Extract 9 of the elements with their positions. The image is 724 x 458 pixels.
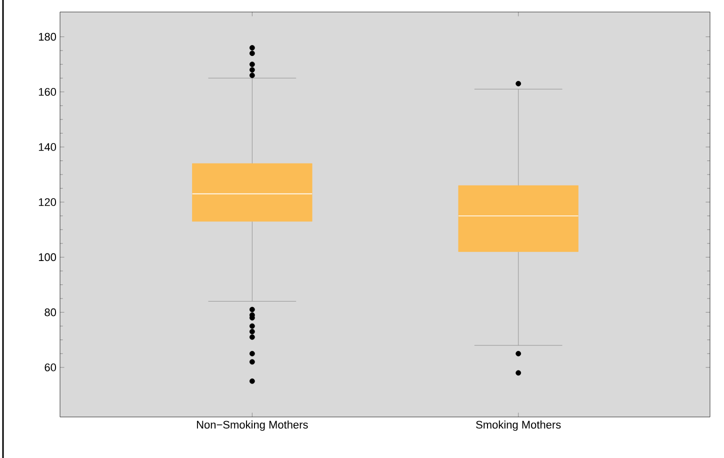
y-tick-label: 100 (38, 253, 56, 262)
y-tick-label: 140 (38, 143, 56, 151)
y-tick-label: 80 (44, 308, 56, 316)
y-tick-label: 60 (44, 364, 56, 372)
x-tick-label: Smoking Mothers (476, 420, 561, 431)
x-tick-label: Non−Smoking Mothers (197, 420, 308, 431)
y-tick-label: 180 (38, 32, 56, 41)
y-tick-label: 160 (38, 88, 56, 96)
y-tick-label: 120 (38, 198, 56, 206)
